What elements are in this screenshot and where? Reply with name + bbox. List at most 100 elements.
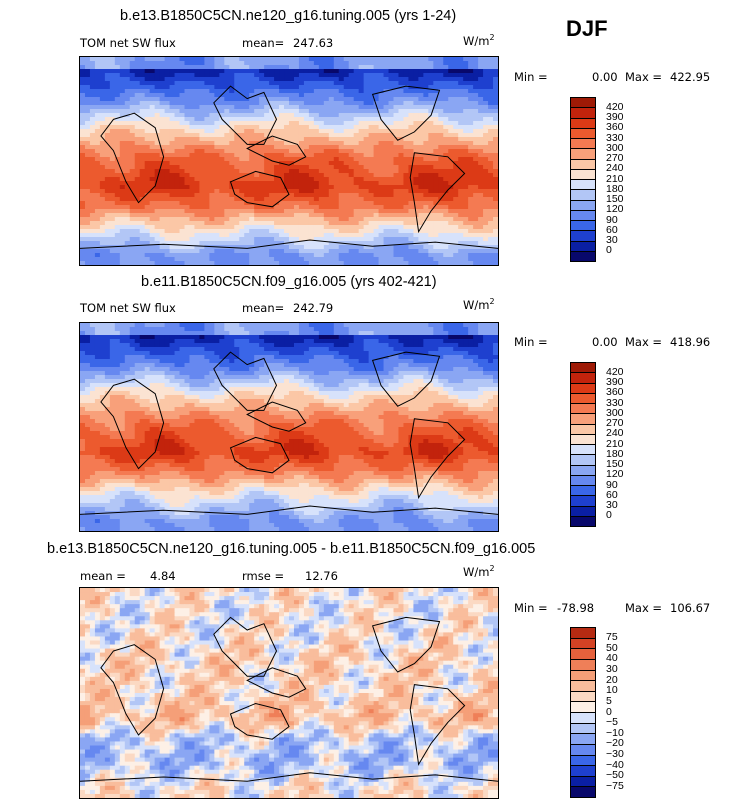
- map-cell: [458, 209, 464, 214]
- map-cell: [174, 189, 181, 194]
- map-cell: [483, 149, 489, 154]
- map-cell: [139, 61, 146, 66]
- map-cell: [468, 335, 474, 340]
- map-cell: [209, 261, 215, 265]
- map-cell: [94, 347, 101, 352]
- map-cell: [453, 173, 459, 178]
- map-cell: [134, 233, 141, 238]
- map-cell: [244, 117, 250, 122]
- map-cell: [254, 347, 260, 352]
- map-cell: [159, 185, 166, 190]
- map-cell: [224, 347, 230, 352]
- map-cell: [134, 129, 141, 134]
- map-cell: [313, 65, 320, 70]
- map-cell: [313, 205, 320, 210]
- map-cell: [144, 69, 151, 74]
- map-cell: [289, 323, 295, 328]
- map-cell: [363, 149, 370, 154]
- map-cell: [478, 245, 484, 250]
- map-cell: [279, 145, 285, 150]
- map-cell: [468, 125, 474, 130]
- map-cell: [303, 217, 310, 222]
- map-cell: [378, 73, 385, 78]
- map-cell: [438, 225, 444, 230]
- map-cell: [438, 343, 444, 348]
- map-cell: [413, 81, 419, 86]
- map-cell: [483, 77, 489, 82]
- map-cell: [438, 101, 444, 106]
- map-cell: [234, 69, 240, 74]
- map-cell: [194, 205, 201, 210]
- map-cell: [493, 161, 498, 166]
- map-cell: [433, 201, 439, 206]
- map-cell: [378, 153, 385, 158]
- map-cell: [239, 81, 245, 86]
- map-cell: [279, 77, 285, 82]
- map-cell: [488, 201, 494, 206]
- map-cell: [308, 209, 315, 214]
- map-cell: [284, 81, 290, 86]
- map-cell: [284, 113, 290, 118]
- map-cell: [84, 261, 91, 265]
- map-cell: [134, 225, 141, 230]
- map-cell: [298, 205, 305, 210]
- map-cell: [473, 197, 479, 202]
- map-cell: [174, 233, 181, 238]
- map-cell: [214, 129, 220, 134]
- map-cell: [308, 145, 315, 150]
- map-cell: [129, 141, 136, 146]
- map-cell: [428, 85, 434, 90]
- map-cell: [289, 101, 295, 106]
- map-cell: [408, 61, 415, 66]
- map-cell: [358, 85, 365, 90]
- map-cell: [224, 209, 230, 214]
- map-cell: [80, 209, 86, 214]
- map-cell: [398, 197, 405, 202]
- map-cell: [438, 109, 444, 114]
- map-cell: [298, 121, 305, 126]
- map-cell: [239, 101, 245, 106]
- map-cell: [303, 233, 310, 238]
- map-cell: [483, 257, 489, 262]
- map-cell: [284, 253, 290, 258]
- map-cell: [353, 209, 360, 214]
- map-cell: [388, 93, 395, 98]
- map-cell: [274, 331, 280, 336]
- map-cell: [154, 217, 161, 222]
- map-cell: [398, 245, 405, 250]
- map-cell: [234, 85, 240, 90]
- map-cell: [323, 177, 330, 182]
- map-cell: [174, 93, 181, 98]
- map-cell: [109, 173, 116, 178]
- map-cell: [164, 157, 171, 162]
- map-cell: [393, 347, 400, 352]
- map-cell: [463, 109, 469, 114]
- map-cell: [298, 213, 305, 218]
- map-cell: [284, 65, 290, 70]
- map-cell: [134, 177, 141, 182]
- map-cell: [383, 109, 390, 114]
- map-cell: [408, 201, 415, 206]
- map-cell: [274, 137, 280, 142]
- map-cell: [214, 347, 220, 352]
- map-cell: [428, 193, 434, 198]
- map-cell: [184, 137, 191, 142]
- map-cell: [453, 57, 459, 62]
- map-cell: [244, 257, 250, 262]
- map-cell: [473, 105, 479, 110]
- map-cell: [129, 149, 136, 154]
- map-cell: [333, 225, 340, 230]
- map-cell: [229, 169, 235, 174]
- map-cell: [239, 253, 245, 258]
- map-cell: [453, 105, 459, 110]
- map-cell: [149, 113, 156, 118]
- map-cell: [383, 181, 390, 186]
- map-cell: [239, 221, 245, 226]
- map-cell: [119, 101, 126, 106]
- map-cell: [169, 339, 176, 344]
- map-cell: [413, 145, 419, 150]
- map-cell: [159, 153, 166, 158]
- map-cell: [428, 65, 434, 70]
- map-cell: [194, 165, 201, 170]
- map-cell: [488, 69, 494, 74]
